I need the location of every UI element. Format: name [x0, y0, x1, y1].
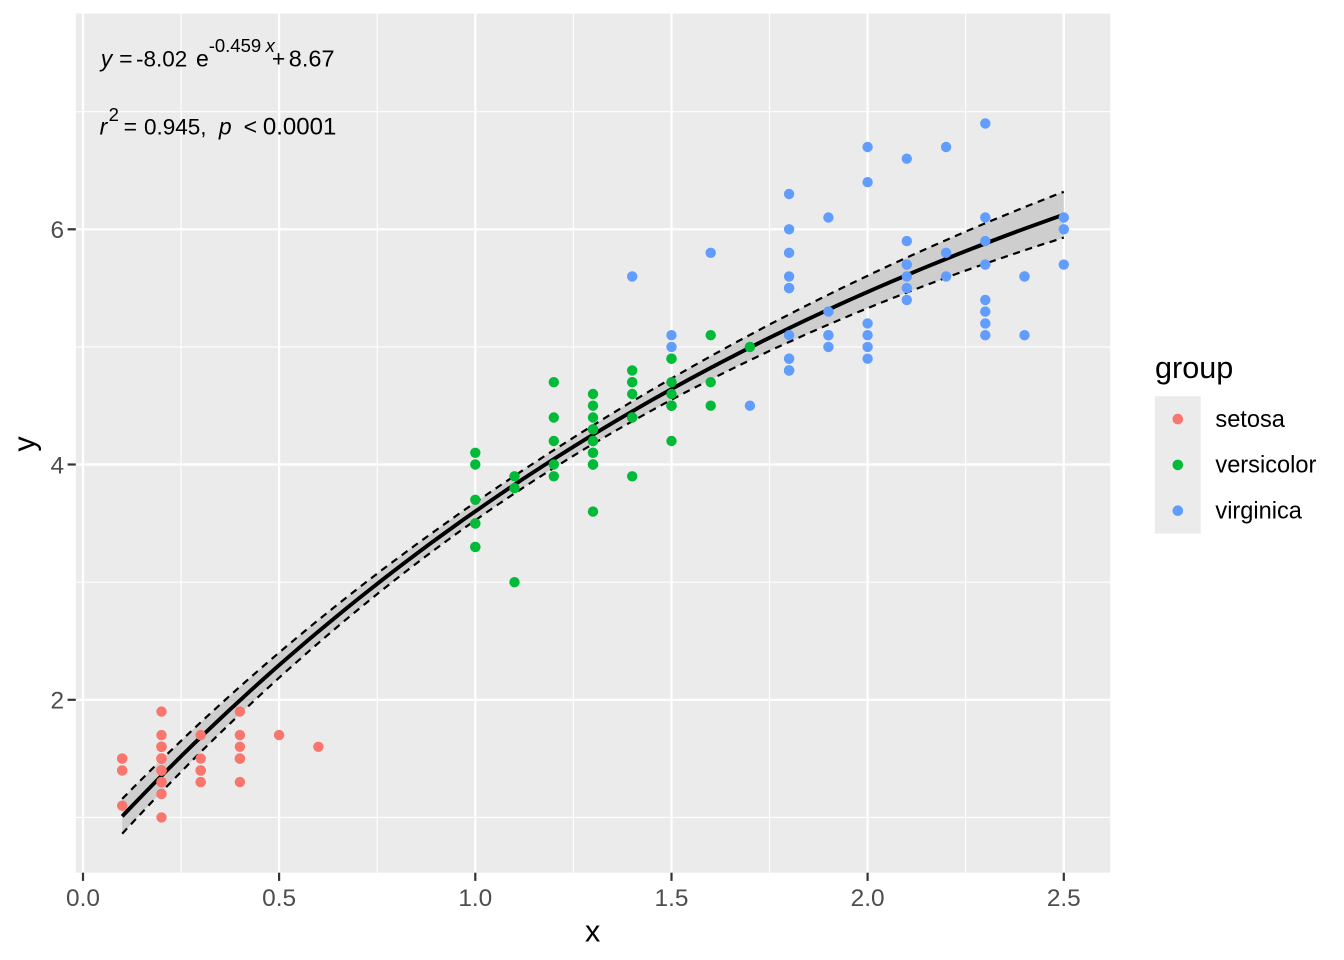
svg-text:1.0: 1.0 [458, 885, 492, 912]
svg-text:virginica: virginica [1215, 499, 1302, 525]
svg-text:p: p [218, 113, 232, 139]
svg-text:y: y [8, 436, 42, 452]
svg-text:y: y [99, 45, 114, 71]
svg-text:2: 2 [109, 104, 119, 125]
svg-text:2.5: 2.5 [1047, 885, 1081, 912]
svg-text:0.5: 0.5 [262, 885, 296, 912]
svg-text:x: x [265, 35, 276, 56]
svg-text:group: group [1155, 351, 1233, 385]
svg-text:0.0: 0.0 [66, 885, 100, 912]
svg-text:=: = [124, 113, 137, 139]
svg-text:4: 4 [51, 452, 65, 479]
svg-text:0.0001: 0.0001 [263, 113, 336, 140]
svg-text:versicolor: versicolor [1215, 453, 1316, 479]
svg-text:8.67: 8.67 [289, 45, 335, 71]
svg-text:1.5: 1.5 [655, 885, 689, 912]
svg-text:-8.02: -8.02 [136, 46, 187, 71]
svg-text:6: 6 [51, 217, 65, 244]
svg-text:-0.459: -0.459 [209, 35, 261, 56]
svg-text:r: r [100, 113, 109, 139]
svg-text:0.945,: 0.945, [144, 114, 207, 139]
svg-text:+: + [272, 45, 285, 71]
svg-text:x: x [585, 915, 600, 949]
svg-text:<: < [244, 113, 257, 139]
svg-text:2.0: 2.0 [851, 885, 885, 912]
svg-text:=: = [119, 45, 132, 71]
svg-text:2: 2 [51, 688, 65, 715]
svg-text:e: e [196, 45, 209, 71]
svg-text:setosa: setosa [1215, 407, 1285, 433]
